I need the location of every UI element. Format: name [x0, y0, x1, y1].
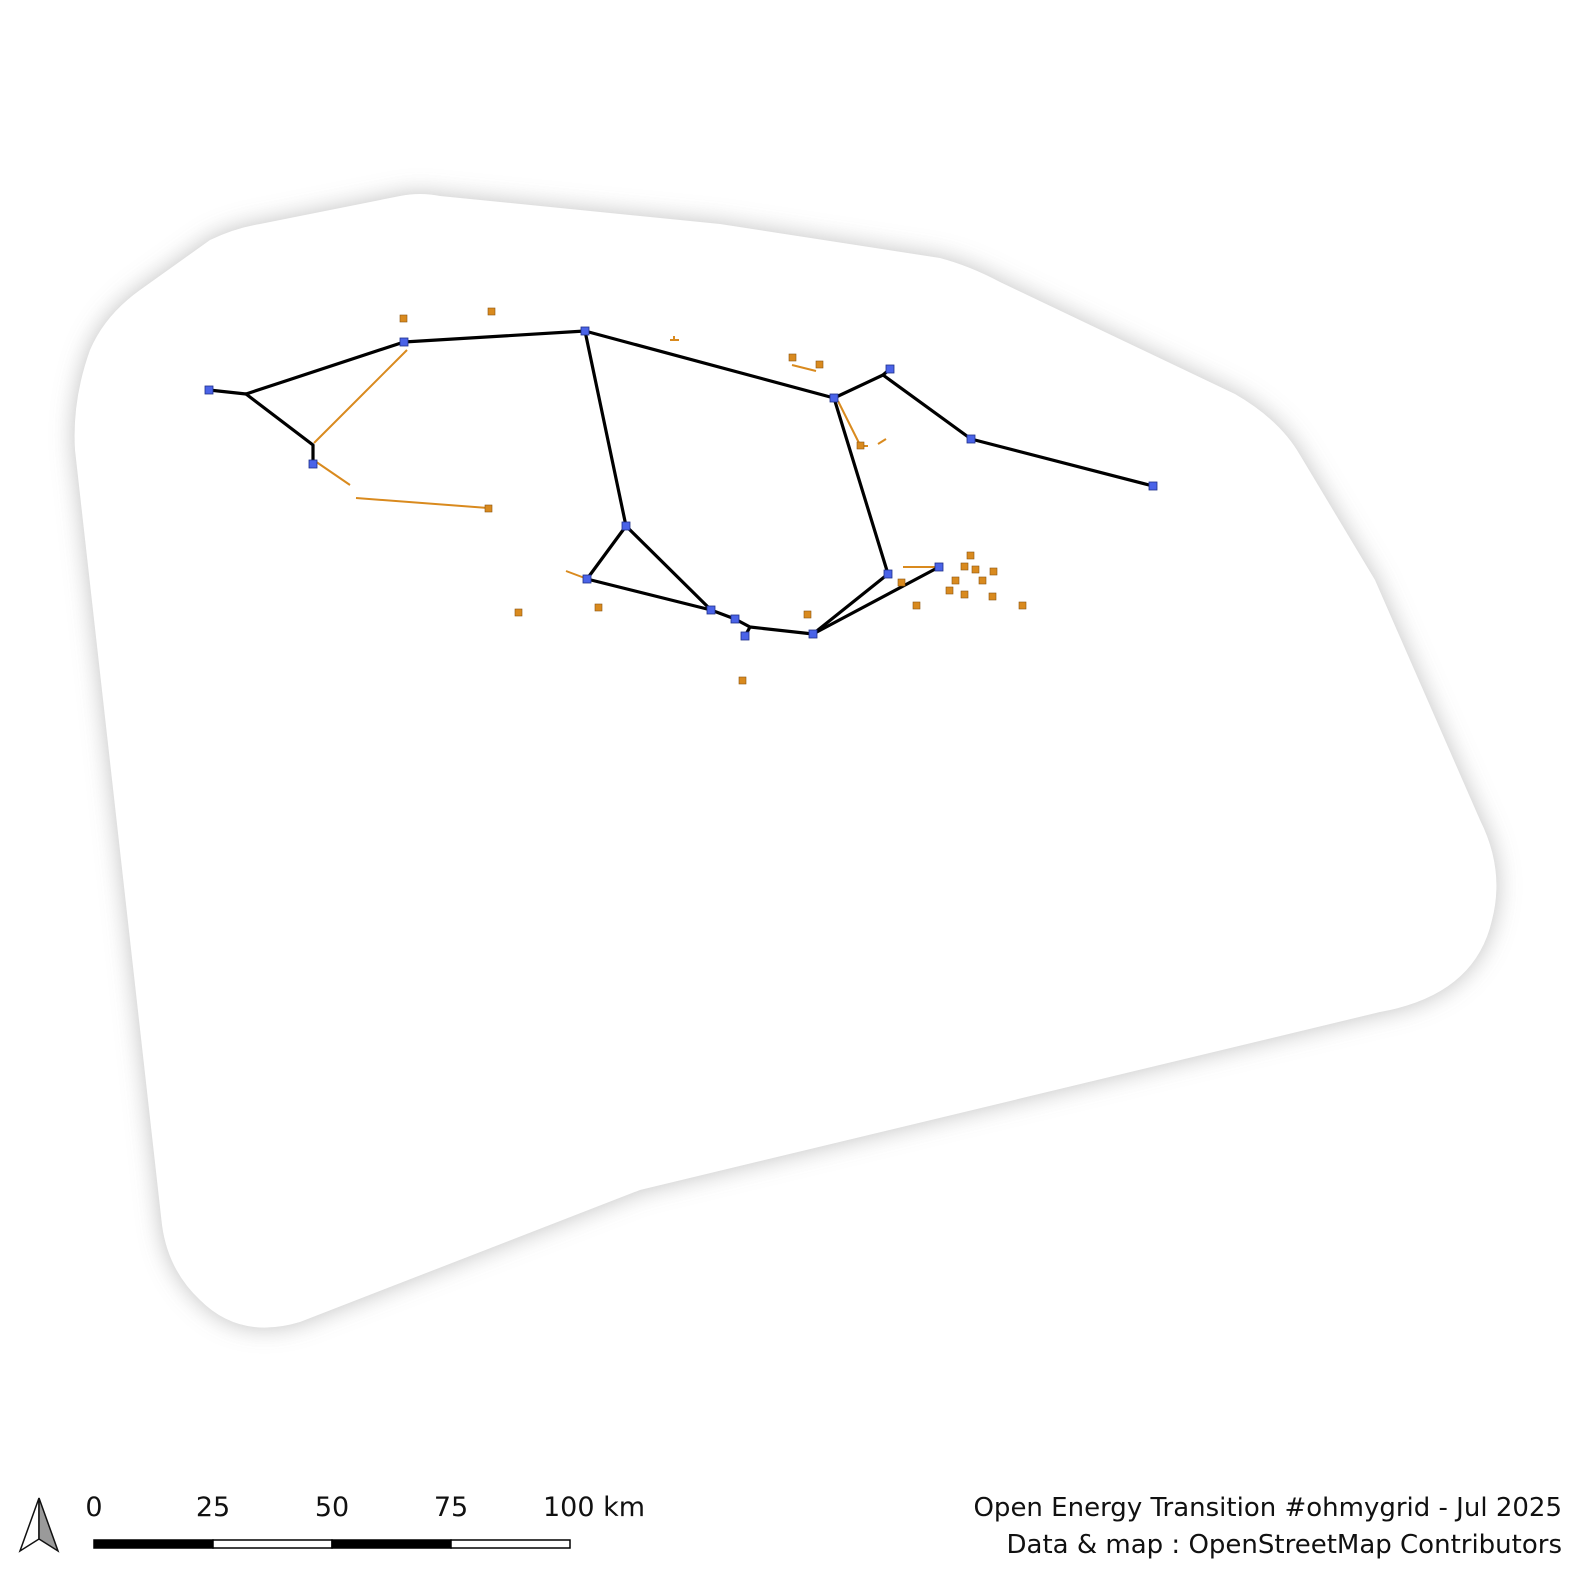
- substation-marker: [740, 631, 750, 641]
- substation-marker: [706, 605, 716, 615]
- substation-marker: [883, 569, 893, 579]
- minor-site-marker: [594, 603, 603, 612]
- substation-marker: [399, 337, 409, 347]
- substation-marker: [934, 562, 944, 572]
- substation-marker: [580, 326, 590, 336]
- secondary-line: [877, 438, 887, 445]
- minor-sites: [399, 307, 1027, 685]
- minor-site-marker: [960, 590, 969, 599]
- scale-bar-segment: [212, 1539, 333, 1549]
- hv-line: [624, 524, 713, 612]
- minor-site-marker: [988, 592, 997, 601]
- hv-line: [811, 565, 941, 636]
- credit-attribution: Open Energy Transition #ohmygrid - Jul 2…: [973, 1493, 1562, 1523]
- scale-label-25: 25: [195, 1492, 231, 1523]
- minor-site-marker: [966, 551, 975, 560]
- minor-site-marker: [945, 586, 954, 595]
- hv-line: [244, 392, 315, 466]
- substation-marker: [1148, 481, 1158, 491]
- minor-site-marker: [399, 314, 408, 323]
- north-arrow-icon: [18, 1497, 60, 1553]
- secondary-line: [791, 364, 817, 372]
- substation-marker: [829, 393, 839, 403]
- minor-site-marker: [788, 353, 797, 362]
- minor-site-marker: [856, 441, 865, 450]
- minor-site-marker: [951, 576, 960, 585]
- secondary-line: [837, 400, 861, 446]
- scale-bar-segment: [331, 1539, 452, 1549]
- scale-bar-segment: [450, 1539, 571, 1549]
- minor-site-marker: [514, 608, 523, 617]
- minor-site-marker: [1018, 601, 1027, 610]
- scale-bar: [93, 1539, 571, 1549]
- region-outline: [74, 194, 1497, 1328]
- minor-site-marker: [989, 567, 998, 576]
- minor-site-marker: [487, 307, 496, 316]
- substation-marker: [885, 364, 895, 374]
- substation-marker: [621, 521, 631, 531]
- substation-marker: [204, 385, 214, 395]
- minor-site-marker: [815, 360, 824, 369]
- substation-marker: [808, 629, 818, 639]
- substation-marker: [308, 459, 318, 469]
- minor-site-marker: [912, 601, 921, 610]
- scale-label-0: 0: [85, 1492, 103, 1523]
- minor-site-marker: [971, 565, 980, 574]
- substation-marker: [730, 614, 740, 624]
- scale-label-100: 100 km: [542, 1492, 646, 1523]
- minor-site-marker: [978, 576, 987, 585]
- minor-site-marker: [484, 504, 493, 513]
- credit-data-source: Data & map : OpenStreetMap Contributors: [1006, 1530, 1562, 1560]
- minor-site-marker: [897, 578, 906, 587]
- substation-marker: [582, 574, 592, 584]
- substations: [204, 326, 1158, 641]
- scale-bar-segment: [93, 1539, 214, 1549]
- scale-label-50: 50: [314, 1492, 350, 1523]
- minor-site-marker: [803, 610, 812, 619]
- minor-site-marker: [738, 676, 747, 685]
- substation-marker: [966, 434, 976, 444]
- secondary-lines: [311, 336, 935, 581]
- secondary-line: [313, 349, 408, 444]
- minor-site-marker: [960, 562, 969, 571]
- secondary-line: [355, 497, 489, 509]
- scale-label-75: 75: [433, 1492, 469, 1523]
- secondary-line: [311, 458, 351, 486]
